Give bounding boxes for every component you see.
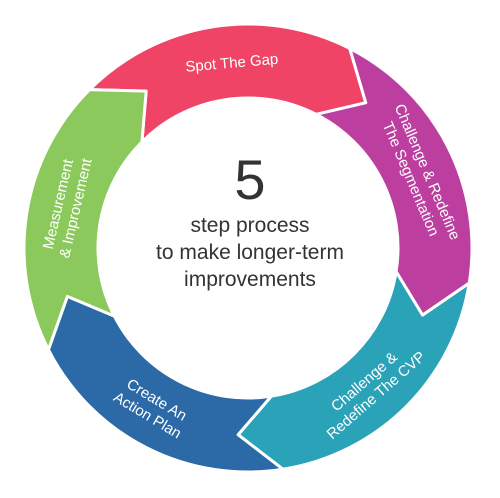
center-caption-line-3: improvements <box>184 268 316 291</box>
center-caption-line-2: to make longer-term <box>156 241 344 264</box>
cycle-segment-5 <box>22 88 148 352</box>
cycle-segment-2 <box>314 46 474 317</box>
center-circle <box>99 99 397 397</box>
center-number: 5 <box>234 148 266 211</box>
cycle-segment-1 <box>88 22 368 144</box>
center-caption-line-1: step process <box>190 214 310 237</box>
cycle-segment-3 <box>236 269 471 471</box>
